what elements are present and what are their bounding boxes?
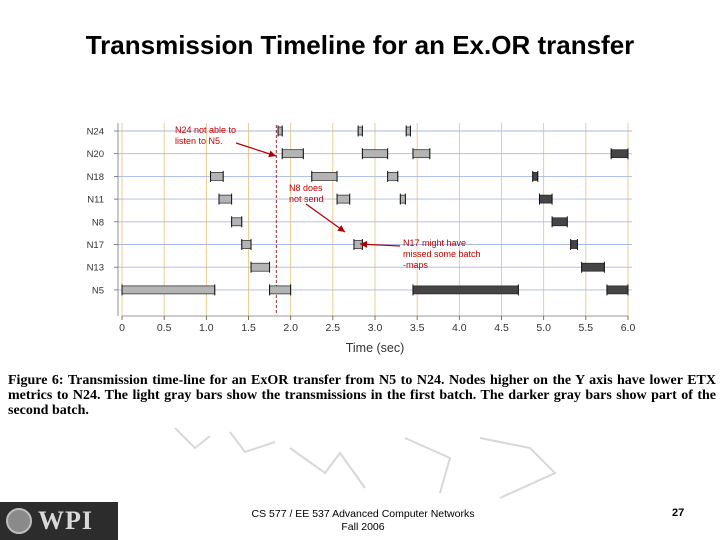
x-tick-label: 5.5: [579, 322, 594, 334]
x-tick-label: 1.0: [199, 322, 214, 334]
transmission-bar-n11-batch1: [218, 194, 232, 204]
annotation-n8-arrowhead: [337, 225, 345, 232]
x-tick-label: 5.0: [536, 322, 551, 334]
y-tick-label: N8: [92, 217, 104, 228]
transmission-bar-n11-batch1: [336, 194, 351, 204]
timeline-chart: N24 N20 N18 N11 N8 N17 N13 N5 0 0.5 1.0 1.5 2.0 2.5 3.…: [87, 123, 636, 355]
annotation-n24-line: N24 not able to: [175, 125, 236, 135]
footer-line2: Fall 2006: [341, 521, 385, 533]
transmission-bar-n5-batch2: [606, 285, 629, 295]
transmission-bar-n18-batch1: [311, 172, 338, 181]
annotation-n17-line: missed some batch: [403, 249, 481, 259]
transmission-bar-n20-batch1: [412, 149, 431, 159]
y-tick-label: N11: [87, 195, 104, 206]
transmission-bar-n8-batch2: [551, 217, 568, 227]
x-tick-label: 2.0: [283, 322, 298, 334]
transmission-bar-n20-batch1: [362, 149, 389, 159]
x-tick-label: 2.5: [326, 322, 341, 334]
annotation-n17-line: -maps: [403, 260, 429, 270]
transmission-bar-n24-batch1: [277, 126, 283, 136]
x-axis-label: Time (sec): [346, 341, 405, 355]
transmission-bar-n17-batch2: [570, 240, 578, 249]
annotation-n24-arrow: [235, 142, 277, 157]
x-tick-label: 4.0: [452, 322, 467, 334]
x-tick-label: 6.0: [621, 322, 636, 334]
decorative-background-graphics: [174, 427, 557, 499]
transmission-bar-n24-batch1: [405, 126, 411, 136]
annotation-n8-arrow: [305, 203, 346, 233]
y-tick-label: N24: [87, 127, 104, 138]
transmission-bar-n24-batch1: [357, 126, 363, 136]
transmission-bar-n5-batch2: [412, 285, 519, 295]
transmission-bar-n18-batch2: [532, 172, 539, 181]
transmission-bar-n18-batch1: [210, 172, 224, 181]
transmission-bar-n20-batch2: [610, 149, 629, 159]
x-tick-label: 4.5: [494, 322, 509, 334]
annotation-n17-arrowhead: [360, 240, 368, 248]
x-tick-label: 3.5: [410, 322, 425, 334]
transmission-bar-n5-batch1: [121, 285, 216, 295]
transmission-bar-n8-batch1: [231, 217, 243, 227]
y-tick-label: N5: [92, 285, 104, 296]
transmission-bar-n11-batch1: [399, 194, 406, 204]
transmission-bar-n13-batch2: [581, 262, 605, 272]
footer-line1: CS 577 / EE 537 Advanced Computer Networ…: [251, 508, 475, 520]
page-number: 27: [672, 507, 685, 519]
y-tick-label: N18: [87, 172, 104, 183]
annotation-n17-line: N17 might have: [403, 238, 466, 248]
annotation-n24-arrowhead: [268, 150, 276, 158]
figure-caption: Figure 6: Transmission time-line for an …: [8, 373, 716, 418]
transmission-bar-n20-batch1: [281, 149, 304, 159]
wpi-logo: WPI: [0, 502, 118, 540]
logo-text: WPI: [38, 506, 93, 535]
y-tick-label: N20: [87, 149, 104, 160]
slide-title: Transmission Timeline for an Ex.OR trans…: [85, 30, 635, 60]
transmission-bar-n17-batch1: [241, 240, 252, 249]
annotation-n24-line: listen to N5.: [175, 136, 223, 146]
x-tick-label: 0: [119, 322, 125, 334]
y-tick-label: N13: [87, 263, 104, 274]
y-tick-label: N17: [87, 240, 104, 251]
wpi-seal-icon: [6, 508, 32, 534]
x-tick-label: 1.5: [241, 322, 256, 334]
transmission-bar-n5-batch1: [269, 285, 292, 295]
transmission-bar-n18-batch1: [387, 172, 399, 181]
x-tick-label: 3.0: [368, 322, 383, 334]
annotation-n8-line: N8 does: [289, 183, 323, 193]
x-tick-label: 0.5: [157, 322, 172, 334]
transmission-bar-n13-batch1: [250, 262, 270, 272]
footer-course: CS 577 / EE 537 Advanced Computer Networ…: [200, 508, 526, 534]
annotation-n8-line: not send: [289, 194, 324, 204]
transmission-bar-n11-batch2: [539, 194, 553, 204]
